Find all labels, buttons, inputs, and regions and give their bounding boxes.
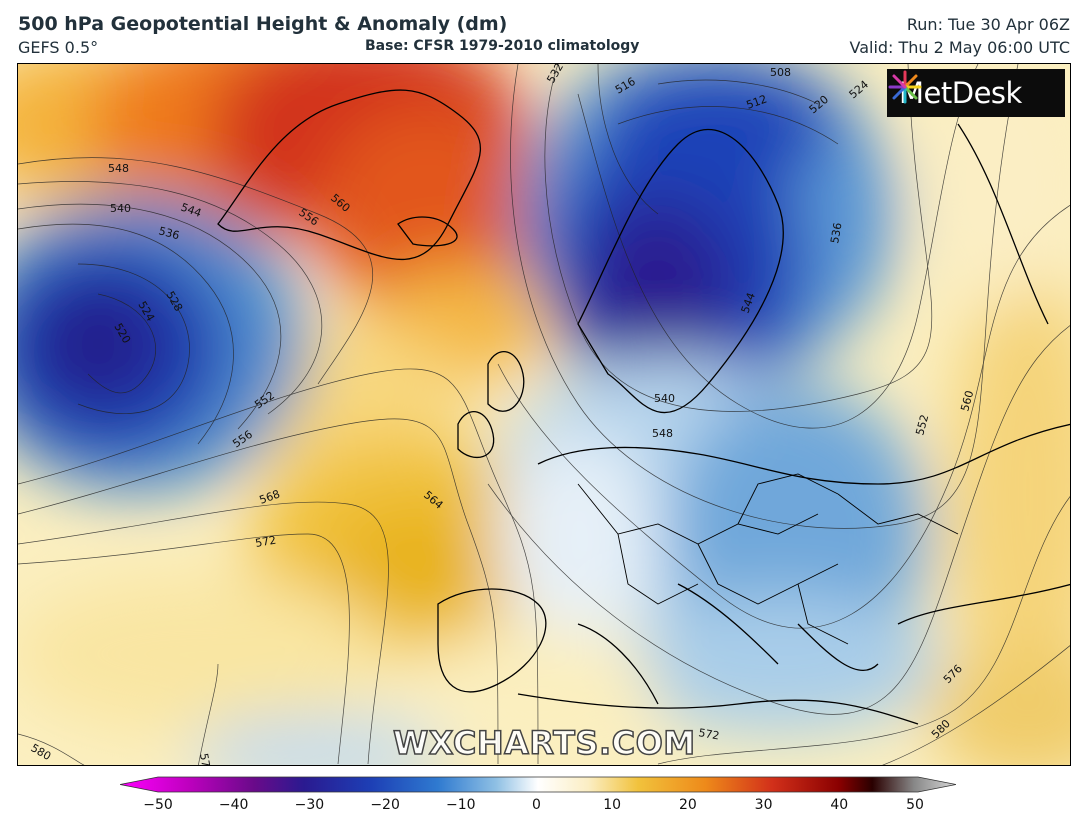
watermark: WXCHARTS.COM (392, 723, 696, 763)
colorbar-tick-label: 50 (906, 797, 924, 813)
starburst-icon (888, 70, 922, 104)
colorbar-tick-label: 20 (678, 797, 697, 813)
colorbar-tick-label: −30 (294, 797, 325, 813)
run-time-label: Run: Tue 30 Apr 06Z (906, 15, 1070, 34)
colorbar-tick-label: 30 (754, 797, 773, 813)
colorbar-tick-label: −50 (143, 797, 173, 813)
anomaly-map: 548 540 544 536 556 560 528 524 520 552 … (17, 63, 1071, 766)
colorbar (120, 776, 956, 793)
coastlines (217, 89, 1070, 725)
colorbar-tick-label: 40 (830, 797, 849, 813)
contour-label: 508 (770, 66, 791, 79)
contour-label: 552 (913, 413, 931, 437)
anomaly-field (18, 64, 1070, 765)
contour-label: 540 (654, 392, 675, 405)
climatology-label: Base: CFSR 1979-2010 climatology (365, 38, 640, 54)
map-canvas: 548 540 544 536 556 560 528 524 520 552 … (18, 64, 1070, 766)
contour-label: 548 (652, 427, 673, 440)
height-contours (18, 64, 1070, 765)
contour-label: 536 (828, 222, 844, 245)
colorbar-ramp (120, 776, 956, 793)
contour-label: 548 (108, 162, 129, 175)
contour-label: 540 (110, 202, 131, 215)
borders (577, 473, 959, 645)
colorbar-tick-label: 0 (532, 797, 541, 813)
valid-time-label: Valid: Thu 2 May 06:00 UTC (849, 38, 1070, 57)
chart-title: 500 hPa Geopotential Height & Anomaly (d… (18, 13, 508, 35)
contour-label: 576 (197, 752, 213, 766)
contour-label: 560 (958, 389, 976, 413)
logo-text: MetDesk (899, 76, 1022, 110)
colorbar-tick-label: −20 (370, 797, 400, 813)
colorbar-tick-label: 10 (603, 797, 622, 813)
contour-label: 536 (157, 224, 181, 242)
contour-label: 572 (254, 534, 277, 550)
colorbar-tick-label: −10 (446, 797, 476, 813)
colorbar-tick-label: −40 (218, 797, 249, 813)
contour-label: 572 (697, 726, 720, 742)
model-label: GEFS 0.5° (18, 38, 99, 57)
metdesk-logo: MetDesk (887, 69, 1065, 117)
